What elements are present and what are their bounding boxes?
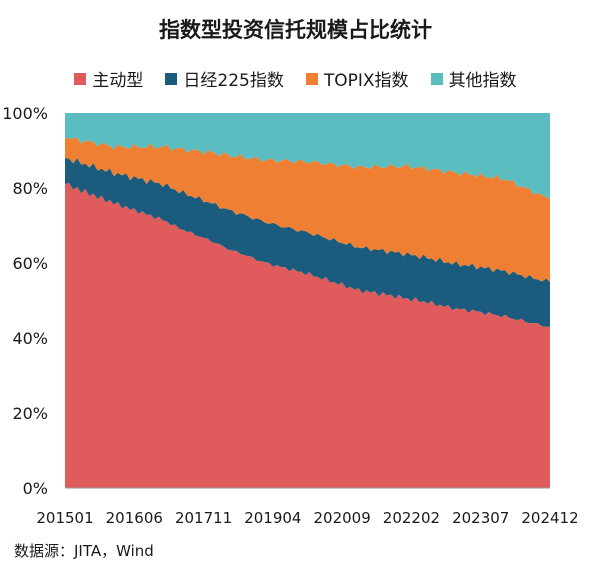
area-series-1 — [65, 158, 550, 327]
legend-item-nikkei225: 日经225指数 — [165, 66, 284, 91]
x-tick-label: 201711 — [175, 509, 232, 527]
area-series-0 — [65, 182, 550, 489]
legend-label-topix: TOPIX指数 — [323, 71, 409, 91]
x-tick-label: 202009 — [314, 509, 371, 527]
area-series-3 — [65, 113, 550, 200]
legend-label-other: 其他指数 — [448, 71, 517, 91]
y-tick-label: 80% — [12, 179, 48, 198]
x-tick-label: 201606 — [106, 509, 163, 527]
x-tick-label: 202307 — [452, 509, 509, 527]
legend-swatch-active — [74, 72, 87, 85]
y-tick-label: 60% — [12, 254, 48, 273]
source-note: 数据源：JITA，Wind — [14, 542, 154, 560]
legend-item-other: 其他指数 — [430, 66, 517, 91]
legend-swatch-nikkei225 — [165, 72, 178, 85]
legend-label-active: 主动型 — [92, 71, 144, 91]
y-tick-label: 20% — [12, 404, 48, 423]
legend-swatch-other — [430, 72, 443, 85]
x-tick-label: 202412 — [521, 509, 578, 527]
x-tick-label: 201501 — [36, 509, 93, 527]
legend-item-active: 主动型 — [74, 66, 143, 91]
chart-title: 指数型投资信托规模占比统计 — [159, 17, 432, 42]
x-tick-label: 201904 — [244, 509, 301, 527]
x-tick-label: 202202 — [383, 509, 440, 527]
legend-label-nikkei225: 日经225指数 — [183, 71, 284, 91]
y-tick-label: 0% — [23, 479, 48, 498]
legend-item-topix: TOPIX指数 — [305, 66, 409, 91]
y-tick-label: 40% — [12, 329, 48, 348]
legend: 主动型 日经225指数 TOPIX指数 其他指数 — [0, 66, 591, 91]
y-tick-label: 100% — [2, 104, 48, 123]
legend-swatch-topix — [305, 72, 318, 85]
area-series-2 — [65, 137, 550, 282]
